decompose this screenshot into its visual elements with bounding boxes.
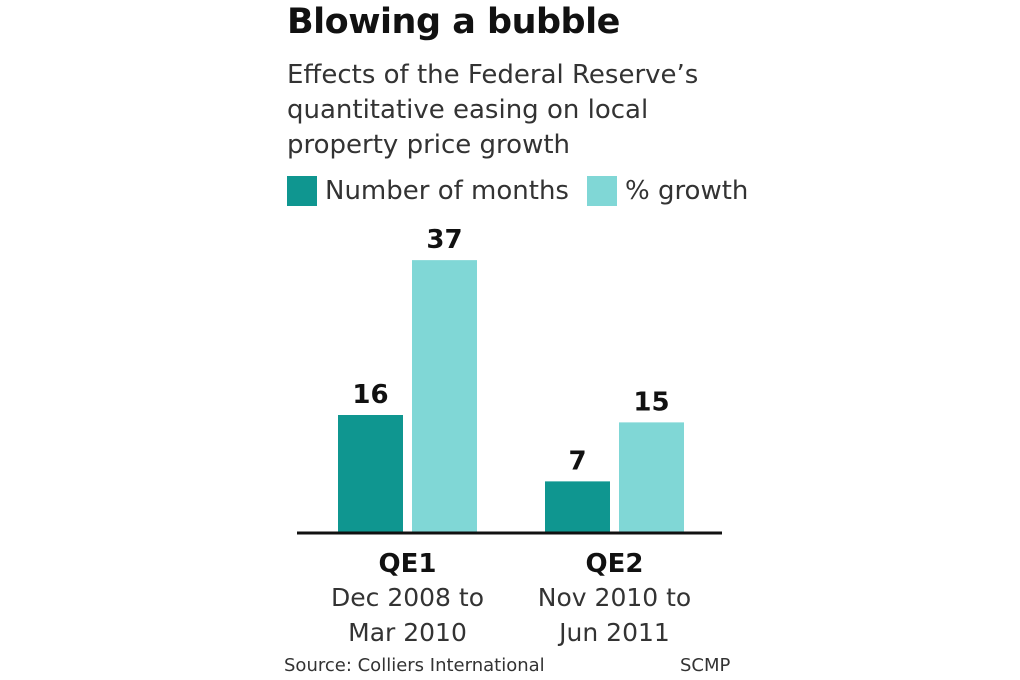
legend-swatch-growth [586, 176, 617, 206]
category-sublabel: Nov 2010 to [538, 583, 691, 612]
legend-label-growth: % growth [624, 176, 749, 206]
category-sublabel: Mar 2010 [348, 618, 467, 647]
bar [338, 415, 403, 533]
data-label: 16 [352, 380, 388, 410]
data-label: 7 [568, 446, 586, 476]
legend: Number of months % growth [287, 176, 748, 206]
category-sublabel: Dec 2008 to [331, 583, 484, 612]
legend-label-months: Number of months [325, 176, 569, 206]
chart-subtitle: Effects of the Federal Reserve’s quantit… [287, 60, 699, 160]
category-label: QE2 [586, 549, 644, 579]
credit: SCMP [680, 655, 731, 676]
bar [412, 260, 477, 533]
bar [619, 422, 684, 533]
legend-swatch-months [287, 176, 317, 206]
chart-title: Blowing a bubble [287, 2, 620, 42]
category-label: QE1 [379, 549, 437, 579]
data-label: 37 [426, 225, 462, 255]
category-sublabel: Jun 2011 [557, 618, 670, 647]
data-label: 15 [633, 387, 669, 417]
bar [545, 481, 610, 533]
source-note: Source: Colliers International [284, 655, 545, 676]
